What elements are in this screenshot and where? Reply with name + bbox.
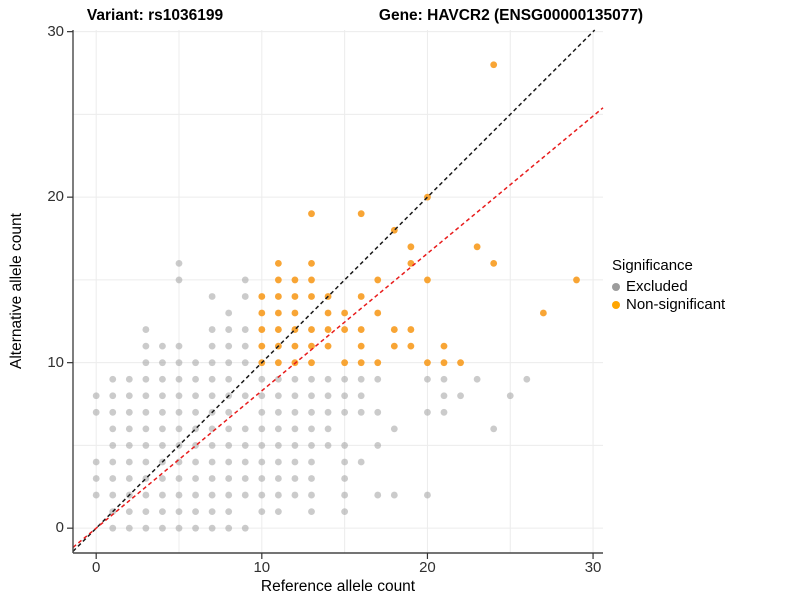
- y-tick-label: 0: [55, 519, 64, 537]
- plot-title-variant: Variant: rs1036199: [86, 7, 224, 24]
- excluded-dot-icon: [612, 282, 620, 291]
- legend-item-label: Non-significant: [626, 296, 726, 313]
- legend-item-excluded: Excluded: [612, 278, 725, 295]
- x-tick-label: 20: [419, 559, 436, 576]
- x-tick-label: 0: [92, 559, 101, 576]
- plot-title-gene: Gene: HAVCR2 (ENSG00000135077): [378, 7, 644, 24]
- x-tick-label: 10: [253, 559, 271, 576]
- x-tick-label: 30: [584, 559, 602, 576]
- legend-item-non-significant: Non-significant: [612, 296, 725, 313]
- x-axis-label: Reference allele count: [260, 578, 416, 595]
- y-axis-label: Alternative allele count: [8, 213, 25, 369]
- legend-item-label: Excluded: [626, 278, 688, 295]
- non-significant-dot-icon: [612, 300, 620, 309]
- legend: Significance Excluded Non-significant: [612, 257, 725, 313]
- y-tick-label: 20: [47, 188, 64, 206]
- y-tick-label: 10: [47, 353, 64, 371]
- legend-title: Significance: [612, 257, 693, 274]
- y-tick-label: 30: [47, 22, 64, 40]
